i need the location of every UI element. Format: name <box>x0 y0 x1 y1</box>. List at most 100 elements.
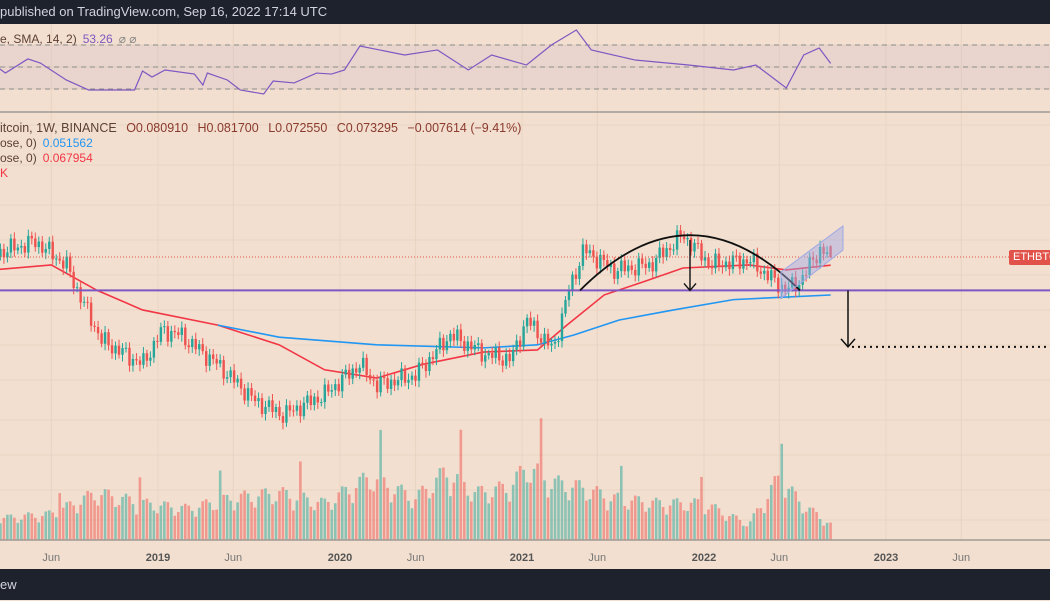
volume-bar <box>37 522 41 540</box>
volume-bar <box>410 508 414 540</box>
rounded-top-arc[interactable] <box>579 234 801 292</box>
candle-body <box>574 274 578 279</box>
candle-body <box>337 384 340 392</box>
volume-bar <box>654 497 658 540</box>
candle-body <box>661 247 665 258</box>
volume-bar <box>703 514 707 540</box>
candle-body <box>89 302 93 326</box>
volume-bar <box>696 499 700 540</box>
volume-bar <box>731 514 735 540</box>
candle-body <box>707 257 710 266</box>
candle-body <box>173 331 177 333</box>
volume-bar <box>96 505 100 540</box>
volume-bar <box>623 506 627 540</box>
volume-bar <box>497 481 501 540</box>
candle-body <box>96 326 100 334</box>
rising-channel[interactable] <box>780 225 844 300</box>
candle-body <box>386 378 389 389</box>
candle-body <box>13 238 16 251</box>
candle-body <box>187 345 190 348</box>
time-tick-label: Jun <box>224 552 242 564</box>
candle-body <box>609 263 613 268</box>
volume-bar <box>536 463 539 540</box>
candle-body <box>257 398 260 402</box>
volume-bar <box>316 501 320 540</box>
volume-bar <box>710 504 714 540</box>
candle-body <box>107 332 110 346</box>
grid <box>0 24 1050 540</box>
candle-body <box>498 347 501 361</box>
volume-bar <box>776 475 780 540</box>
candle-body <box>365 357 368 375</box>
volume-bar <box>783 497 787 540</box>
volume-bar <box>532 468 536 540</box>
candle-body <box>801 275 804 285</box>
volume-bar <box>435 477 438 540</box>
volume-bar <box>438 468 442 540</box>
volume-bar <box>613 494 616 540</box>
candle-body <box>407 379 410 383</box>
candle-body <box>752 253 756 263</box>
candle-body <box>103 332 107 344</box>
volume-bar <box>278 490 281 540</box>
candle-body <box>647 262 651 268</box>
volume-bar <box>368 489 372 540</box>
volume-bar <box>672 499 675 540</box>
volume-bar <box>546 497 550 540</box>
volume-bar <box>707 509 710 540</box>
volume-bar <box>86 491 89 540</box>
volume-bar <box>421 485 424 540</box>
candle-body <box>348 369 351 379</box>
volume-bar <box>243 490 246 540</box>
volume-bar <box>762 513 766 540</box>
volume-bar <box>288 498 292 540</box>
candle-body <box>756 253 759 272</box>
candle-body <box>30 235 34 239</box>
candle-body <box>546 333 550 346</box>
candle-body <box>578 266 581 279</box>
candle-body <box>110 345 114 354</box>
candle-body <box>620 260 623 272</box>
volume-bar <box>264 488 267 540</box>
volume-bar <box>47 510 51 540</box>
candle-body <box>198 344 201 350</box>
candle-body <box>592 250 595 257</box>
candle-body <box>442 337 445 351</box>
candle-body <box>675 230 679 250</box>
candle-body <box>309 395 313 406</box>
volume-bar <box>633 495 637 540</box>
volume-bar <box>647 507 651 540</box>
candle-body <box>463 341 466 351</box>
volume-bar <box>525 482 529 540</box>
candle-body <box>117 345 121 355</box>
volume-bar <box>40 515 44 540</box>
volume-bar <box>30 513 34 540</box>
volume-bar <box>246 493 250 540</box>
volume-bar <box>508 501 511 540</box>
volume-bar <box>82 495 86 540</box>
candle-body <box>142 353 145 365</box>
candle-body <box>459 329 463 342</box>
candle-body <box>689 237 693 252</box>
volume-bar <box>606 510 609 540</box>
time-axis[interactable]: Jun 2019 Jun 2020 Jun 2021 Jun 2022 Jun 2023 Jun <box>42 552 970 564</box>
volume-bar <box>375 479 379 540</box>
candle-body <box>738 255 742 269</box>
candle-body <box>581 244 585 267</box>
top-bar: published on TradingView.com, Sep 16, 20… <box>0 0 1050 24</box>
volume-bar <box>225 494 229 540</box>
volume-bar <box>735 515 738 540</box>
candle-body <box>553 341 557 344</box>
candle-body <box>595 256 599 269</box>
volume-bar <box>815 512 818 540</box>
volume-bar <box>742 525 745 540</box>
candle-body <box>532 320 536 326</box>
ma-blue-legend: ose, 0) 0.051562 <box>0 136 99 150</box>
drawings <box>0 225 1050 348</box>
candle-body <box>55 258 58 260</box>
volume-bar <box>142 499 145 540</box>
volume-bar <box>424 488 428 540</box>
candle-body <box>208 354 211 366</box>
candle-body <box>323 384 327 403</box>
